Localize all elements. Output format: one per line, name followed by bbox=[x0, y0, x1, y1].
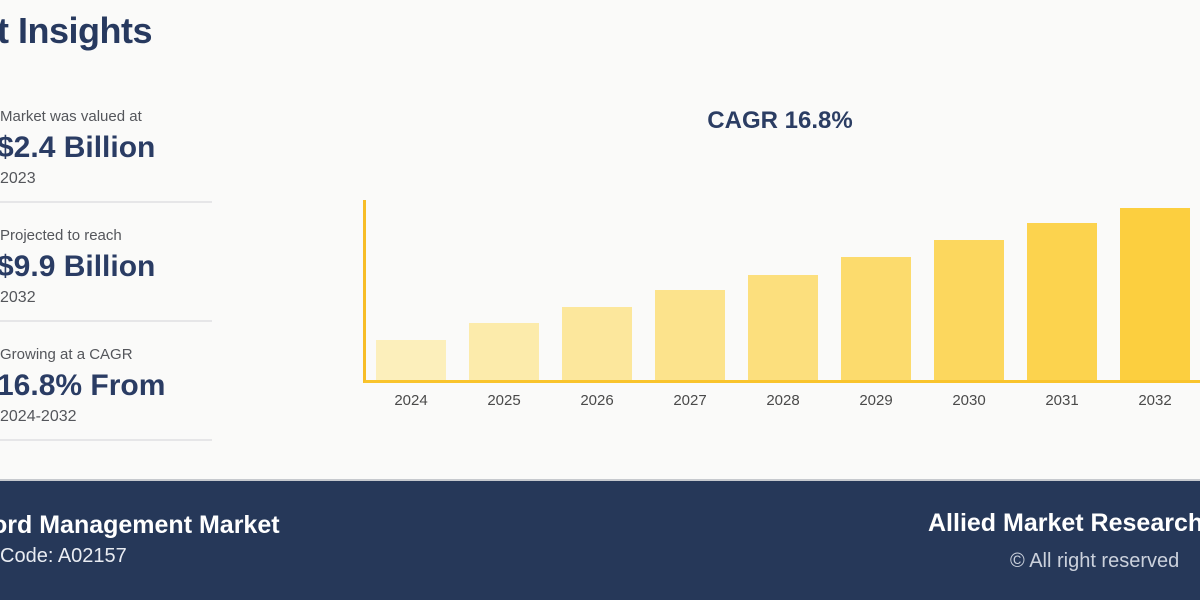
x-tick-label-2026: 2026 bbox=[580, 392, 614, 409]
stat-cagr: Growing at a CAGR 16.8% From 2024-2032 bbox=[0, 340, 212, 441]
bars-group bbox=[376, 208, 1190, 380]
x-tick-label-2027: 2027 bbox=[673, 392, 707, 409]
stat-value: $2.4 Billion bbox=[0, 131, 156, 164]
bar-2024 bbox=[376, 340, 446, 380]
stat-label: Growing at a CAGR bbox=[0, 346, 133, 363]
page-title: t Insights bbox=[0, 10, 153, 51]
bar-2031 bbox=[1027, 223, 1097, 380]
x-axis-labels: 2024 2025 2026 2027 2028 2029 2030 2031 2032 bbox=[376, 392, 1190, 410]
bar-2030 bbox=[934, 240, 1004, 380]
x-tick-label-2030: 2030 bbox=[952, 392, 986, 409]
bar-2029 bbox=[841, 257, 911, 380]
footer-bar: ord Management Market Code: A02157 Allie… bbox=[0, 479, 1200, 600]
stat-value: 16.8% From bbox=[0, 369, 166, 402]
stat-period: 2023 bbox=[0, 170, 36, 187]
x-tick-label-2031: 2031 bbox=[1045, 392, 1079, 409]
footer-market-name: ord Management Market bbox=[0, 511, 280, 539]
x-tick-label-2028: 2028 bbox=[766, 392, 800, 409]
stat-period: 2032 bbox=[0, 289, 36, 306]
bar-2028 bbox=[748, 275, 818, 380]
bar-2027 bbox=[655, 290, 725, 380]
stat-value: $9.9 Billion bbox=[0, 250, 156, 283]
stat-period: 2024-2032 bbox=[0, 408, 77, 425]
x-tick-label-2032: 2032 bbox=[1138, 392, 1172, 409]
bar-2032 bbox=[1120, 208, 1190, 380]
footer-report-code: Code: A02157 bbox=[0, 545, 127, 567]
stat-label: Projected to reach bbox=[0, 227, 122, 244]
stat-current-value: Market was valued at $2.4 Billion 2023 bbox=[0, 102, 212, 203]
footer-brand: Allied Market Research bbox=[928, 509, 1200, 537]
x-tick-label-2029: 2029 bbox=[859, 392, 893, 409]
x-tick-label-2024: 2024 bbox=[394, 392, 428, 409]
footer-copyright: © All right reserved bbox=[1010, 550, 1180, 572]
x-tick-label-2025: 2025 bbox=[487, 392, 521, 409]
bar-2026 bbox=[562, 307, 632, 380]
chart-title: CAGR 16.8% bbox=[707, 107, 853, 134]
bar-chart-plot-area bbox=[363, 200, 1200, 383]
bar-2025 bbox=[469, 323, 539, 380]
stat-label: Market was valued at bbox=[0, 108, 142, 125]
stat-projected-value: Projected to reach $9.9 Billion 2032 bbox=[0, 221, 212, 322]
stats-panel: Market was valued at $2.4 Billion 2023 P… bbox=[0, 102, 212, 441]
